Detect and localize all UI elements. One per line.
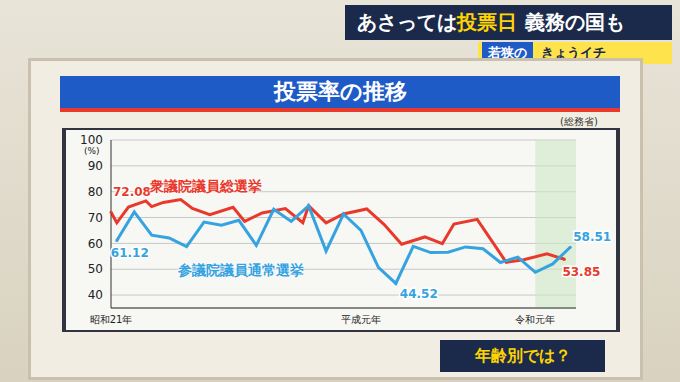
svg-text:80: 80	[88, 185, 103, 199]
html-text:きょうイチ: きょうイチ	[541, 45, 606, 60]
html-text:投票率の推移: 投票率の推移	[273, 79, 407, 104]
svg-text:昭和21年: 昭和21年	[90, 314, 133, 325]
svg-text:100: 100	[80, 133, 103, 147]
html-text:衆議院議員総選挙: 衆議院議員総選挙	[150, 178, 262, 194]
svg-text:58.51: 58.51	[573, 230, 611, 244]
html-text:(総務省): (総務省)	[560, 116, 598, 127]
svg-text:44.52: 44.52	[400, 287, 438, 301]
svg-text:53.85: 53.85	[562, 265, 600, 279]
svg-text:60: 60	[88, 237, 103, 251]
html-text:あさっては投票日 義務の国も: あさっては投票日 義務の国も	[357, 10, 625, 34]
svg-text:72.08: 72.08	[113, 185, 151, 199]
svg-text:70: 70	[88, 211, 103, 225]
svg-text:平成元年: 平成元年	[341, 314, 381, 325]
svg-text:令和元年: 令和元年	[515, 314, 555, 325]
svg-text:40: 40	[88, 288, 103, 302]
svg-text:90: 90	[88, 159, 103, 173]
svg-text:61.12: 61.12	[111, 246, 149, 260]
svg-text:50: 50	[88, 262, 103, 276]
html-text:若狭の: 若狭の	[488, 45, 527, 60]
html-text:参議院議員通常選挙: 参議院議員通常選挙	[178, 262, 304, 278]
html-text:年齢別では？: 年齢別では？	[474, 345, 571, 365]
